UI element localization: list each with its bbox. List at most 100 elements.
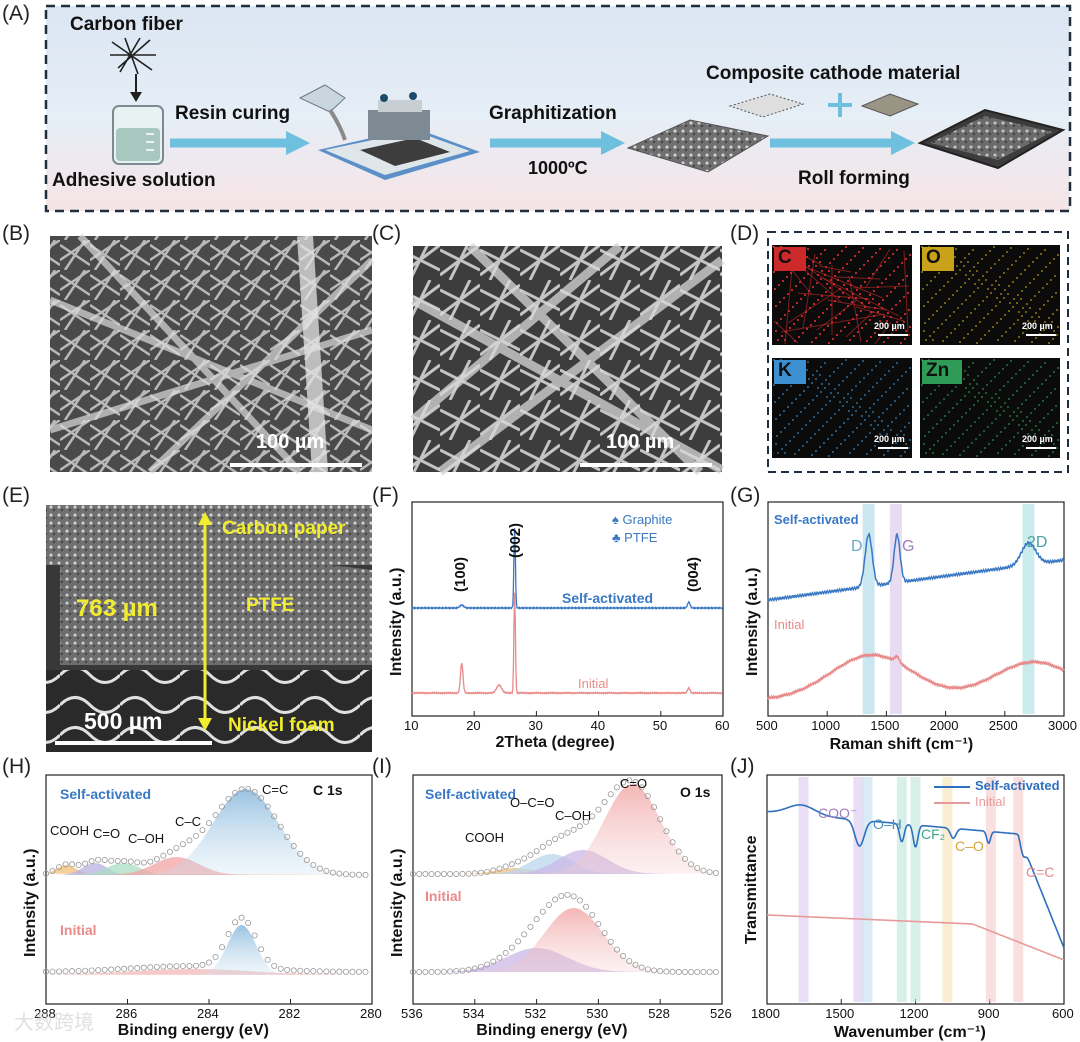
scale-label-e: 500 µm: [84, 708, 163, 734]
eds-map-k: [772, 358, 912, 458]
x-tick-label: 1800: [751, 1006, 780, 1021]
eds-map-zn: [920, 358, 1060, 458]
y-axis-label: Intensity (a.u.): [389, 848, 406, 957]
data-point: [160, 852, 167, 859]
data-point: [539, 843, 546, 850]
data-point: [49, 868, 56, 875]
data-point: [576, 897, 583, 904]
scale-bar: [878, 447, 908, 449]
series-self-activated: [767, 804, 1065, 949]
thickness-label: 763 µm: [76, 595, 158, 622]
eds-scale-label: 200 µm: [1022, 434, 1053, 444]
series-initial: [767, 914, 1065, 961]
data-point: [644, 966, 651, 973]
nickel-foam-label: Nickel foam: [228, 715, 335, 736]
data-point: [271, 813, 278, 820]
band-label: C–O: [955, 838, 984, 854]
data-point: [114, 966, 121, 973]
data-point: [613, 784, 620, 791]
legend-item: ♣ PTFE: [612, 530, 658, 545]
data-point: [212, 812, 219, 819]
data-point: [508, 861, 515, 868]
data-point: [527, 852, 534, 859]
data-point: [700, 968, 707, 975]
data-point: [238, 786, 245, 793]
data-point: [88, 967, 95, 974]
x-tick-label: 534: [462, 1006, 485, 1021]
data-point: [552, 835, 559, 842]
data-point: [140, 859, 147, 866]
band-highlight: [910, 777, 921, 1002]
data-point: [589, 911, 596, 918]
series-label: Initial: [60, 922, 97, 938]
data-point: [75, 967, 82, 974]
x-tick-label: 1000: [811, 718, 841, 733]
data-point: [212, 954, 219, 961]
mesh-icon: [728, 93, 805, 118]
data-point: [601, 930, 608, 937]
data-point: [173, 963, 180, 970]
data-point: [264, 956, 271, 963]
carbon-fiber-label: Carbon fiber: [70, 14, 183, 35]
data-point: [219, 944, 226, 951]
chart-title: C 1s: [313, 782, 343, 798]
band-label: G: [902, 538, 915, 555]
data-point: [186, 962, 193, 969]
data-point: [706, 869, 713, 876]
band-highlight: [862, 777, 873, 1002]
data-point: [521, 855, 528, 862]
x-axis-label: 2Theta (degree): [495, 734, 615, 751]
eds-element-label: K: [778, 360, 792, 381]
data-point: [515, 938, 522, 945]
carbon-sheet-icon: [626, 119, 770, 173]
beaker-icon: [112, 105, 164, 165]
data-point: [95, 967, 102, 974]
scale-bar: [55, 741, 212, 745]
data-point: [140, 964, 147, 971]
data-point: [147, 964, 154, 971]
x-axis-label: Raman shift (cm⁻¹): [829, 736, 974, 753]
data-point: [595, 806, 602, 813]
data-point: [620, 779, 627, 786]
data-point: [651, 967, 658, 974]
series-self-activated: [767, 532, 1065, 603]
data-point: [75, 861, 82, 868]
xps-o1s-chart: [409, 774, 723, 1005]
data-point: [607, 938, 614, 945]
data-point: [310, 968, 317, 975]
data-point: [657, 968, 664, 975]
data-point: [258, 946, 265, 953]
data-point: [440, 870, 447, 877]
fit-peak: [413, 868, 722, 874]
data-point: [607, 791, 614, 798]
data-point: [127, 965, 134, 972]
series-label: Self-activated: [562, 590, 654, 606]
data-point: [323, 968, 330, 975]
panel-label-e: (E): [2, 484, 30, 507]
panel-label-d: (D): [730, 222, 760, 245]
x-tick-label: 1500: [870, 718, 900, 733]
x-tick-label: 60: [715, 718, 730, 733]
data-point: [465, 870, 472, 877]
data-point: [632, 961, 639, 968]
peak-label: (002): [507, 522, 524, 558]
data-point: [471, 965, 478, 972]
data-point: [521, 931, 528, 938]
data-point: [114, 857, 121, 864]
data-point: [153, 856, 160, 863]
panel-d: [767, 231, 1069, 473]
peak-label: C=C: [262, 782, 289, 797]
data-point: [490, 958, 497, 965]
data-point: [342, 968, 349, 975]
x-tick-label: 280: [360, 1006, 382, 1021]
x-tick-label: 2000: [929, 718, 959, 733]
data-point: [108, 966, 115, 973]
data-point: [576, 823, 583, 830]
data-point: [101, 856, 108, 863]
data-point: [477, 963, 484, 970]
y-axis-label: Intensity (a.u.): [22, 848, 39, 957]
data-point: [675, 968, 682, 975]
peak-label: (100): [452, 556, 469, 592]
data-point: [484, 868, 491, 875]
peak-label: O–C=O: [510, 795, 555, 810]
